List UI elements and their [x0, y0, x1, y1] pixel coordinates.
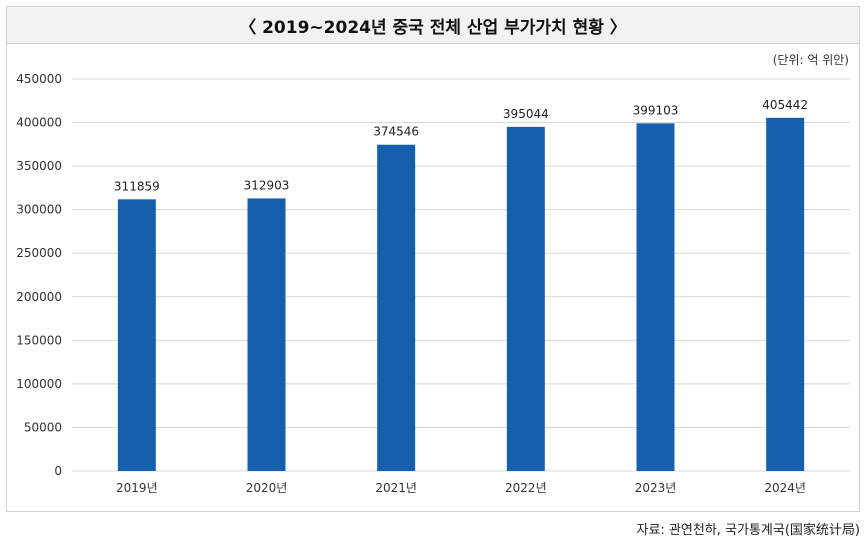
data-label: 399103 — [633, 103, 679, 117]
unit-label: (단위: 억 위안) — [772, 53, 849, 67]
data-label: 311859 — [114, 179, 160, 193]
data-label: 395044 — [503, 107, 549, 121]
y-tick-label: 200000 — [16, 290, 62, 304]
bar — [636, 123, 675, 471]
data-label: 312903 — [244, 178, 290, 192]
data-label: 374546 — [373, 125, 419, 139]
bar — [117, 199, 156, 471]
data-labels: 311859 312903 374546 395044 399103 405442 — [114, 98, 808, 194]
y-tick-label: 150000 — [16, 333, 62, 347]
data-label: 405442 — [762, 98, 808, 112]
source-note: 자료: 관연천하, 국가통계국(国家统计局) — [636, 523, 860, 538]
x-tick-label: 2024년 — [764, 481, 806, 495]
bar — [377, 144, 416, 471]
x-tick-label: 2023년 — [635, 481, 677, 495]
y-axis-ticks: 0 50000 100000 150000 200000 250000 300000 3500… — [16, 72, 62, 478]
bar — [506, 126, 545, 472]
y-tick-label: 250000 — [16, 246, 62, 260]
y-tick-label: 300000 — [16, 203, 62, 217]
x-tick-label: 2020년 — [246, 481, 288, 495]
x-tick-label: 2019년 — [116, 481, 158, 495]
y-tick-label: 0 — [54, 464, 62, 478]
x-axis-ticks: 2019년 2020년 2021년 2022년 2023년 2024년 — [116, 481, 806, 495]
y-tick-label: 100000 — [16, 377, 62, 391]
x-tick-label: 2021년 — [375, 481, 417, 495]
bar — [247, 198, 286, 471]
y-tick-label: 350000 — [16, 159, 62, 173]
bars — [117, 117, 805, 472]
y-tick-label: 450000 — [16, 72, 62, 86]
gridlines — [72, 78, 850, 472]
bar — [766, 117, 805, 471]
y-tick-label: 400000 — [16, 116, 62, 130]
x-tick-label: 2022년 — [505, 481, 547, 495]
chart-title: 〈 2019~2024년 중국 전체 산업 부가가치 현황 〉 — [7, 7, 859, 44]
y-tick-label: 50000 — [24, 420, 62, 434]
